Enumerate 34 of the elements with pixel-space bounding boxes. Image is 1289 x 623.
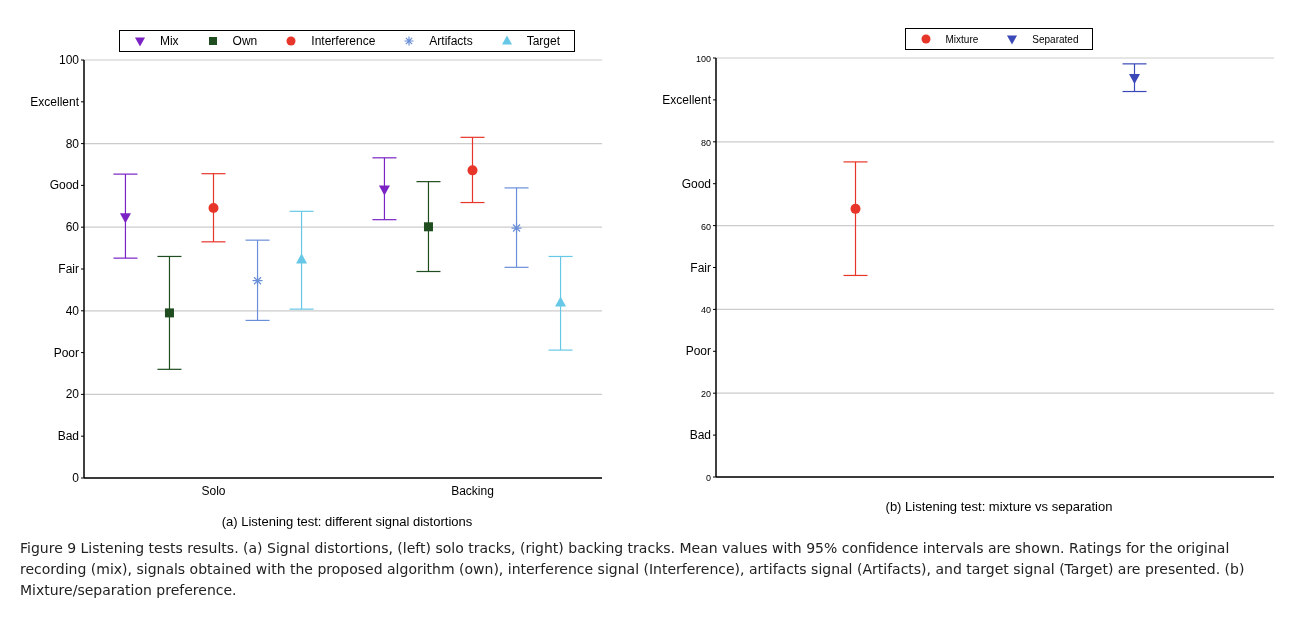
caption: Figure 9 Listening tests results. (a) Signal distortions, (left) solo tracks, (right) backing tracks. Mean values with 95% confidence intervals are shown. Ratings for the original recording (mix), signals obtained with the proposed algorithm (own), interference signal (Interference), artifacts signal (Artifacts), and target signal (Target) are presented. (b) Mixture/separation preference. <box>20 539 1246 600</box>
y-tick-label: Bad <box>57 429 79 444</box>
y-tick-label: 0 <box>705 473 711 483</box>
y-tick-label: 60 <box>700 221 711 232</box>
legend-label: Separated <box>1032 33 1079 45</box>
y-tick-label: 40 <box>65 303 80 318</box>
y-tick-label: 100 <box>695 54 711 64</box>
y-tick-label: Excellent <box>30 94 80 109</box>
y-tick-label: Fair <box>690 260 711 275</box>
legend-label: Target <box>526 34 561 48</box>
legend-label: Own <box>232 34 258 48</box>
y-tick-label: Fair <box>58 262 79 276</box>
y-tick-label: 60 <box>65 220 80 235</box>
text: (a) Listening test: different signal distortions <box>220 514 474 529</box>
y-tick-label: Excellent <box>662 92 712 107</box>
y-tick-label: 20 <box>65 387 80 402</box>
y-tick-label: 0 <box>72 471 80 485</box>
legend-label: Artifacts <box>429 34 473 48</box>
legend-label: Mix <box>159 34 179 48</box>
y-tick-label: Good <box>681 176 711 191</box>
text: (b) Listening test: mixture vs separation <box>884 499 1114 514</box>
y-tick-label: 40 <box>700 305 711 316</box>
legend-label: Mixture <box>945 33 979 45</box>
y-tick-label: Poor <box>53 345 79 360</box>
y-tick-label: Poor <box>685 344 711 359</box>
y-tick-label: 80 <box>700 137 711 148</box>
legend-label: Interference <box>311 34 376 48</box>
y-tick-label: 20 <box>700 389 711 400</box>
x-tick-label: Solo <box>201 483 226 498</box>
x-tick-label: Backing <box>451 483 494 498</box>
y-tick-label: 80 <box>65 136 80 151</box>
y-tick-label: Good <box>49 178 79 193</box>
y-tick-label: Bad <box>689 428 711 443</box>
y-tick-label: 100 <box>58 53 80 67</box>
